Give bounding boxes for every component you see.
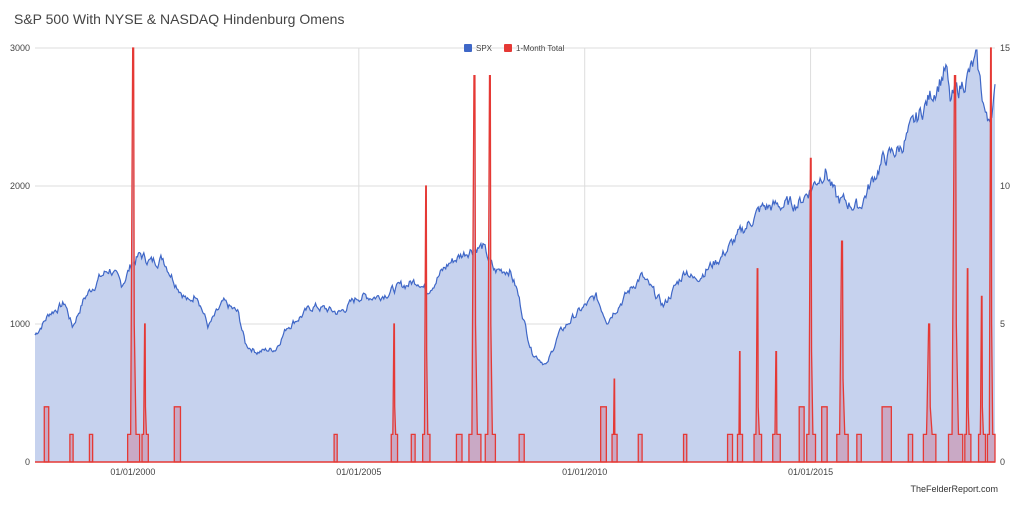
y-right-tick-label: 5 bbox=[1000, 319, 1005, 329]
y-left-tick-label: 2000 bbox=[10, 181, 30, 191]
omen-spike bbox=[964, 268, 972, 463]
omen-spike bbox=[422, 185, 431, 463]
omen-spike bbox=[772, 350, 781, 463]
y-left-tick-label: 3000 bbox=[10, 43, 30, 53]
source-credit: TheFelderReport.com bbox=[910, 484, 998, 494]
axes: 0 1000 2000 3000 0 5 10 15 01/01/2000 01/01/2005 0… bbox=[10, 43, 1010, 477]
legend-label-spx: SPX bbox=[476, 44, 493, 53]
omen-spike bbox=[977, 295, 987, 463]
chart-title: S&P 500 With NYSE & NASDAQ Hindenburg Om… bbox=[14, 11, 345, 27]
omen-spike bbox=[806, 157, 817, 463]
omen-spike bbox=[141, 323, 149, 463]
spx-series bbox=[34, 49, 996, 462]
legend: SPX 1-Month Total bbox=[464, 44, 565, 53]
omen-spike bbox=[468, 74, 482, 463]
omen-spike bbox=[947, 74, 964, 463]
omen-spike bbox=[856, 433, 862, 463]
omen-spike bbox=[986, 47, 996, 463]
omen-spike bbox=[88, 433, 94, 463]
omen-spike bbox=[410, 433, 416, 463]
y-right-tick-label: 10 bbox=[1000, 181, 1010, 191]
omen-spike bbox=[753, 268, 763, 463]
y-left-tick-label: 1000 bbox=[10, 319, 30, 329]
legend-swatch-omen bbox=[504, 44, 512, 52]
omen-spike bbox=[821, 406, 828, 463]
spx-area bbox=[35, 50, 995, 462]
y-left-tick-label: 0 bbox=[25, 457, 30, 467]
x-tick-label: 01/01/2000 bbox=[110, 467, 155, 477]
x-tick-label: 01/01/2010 bbox=[562, 467, 607, 477]
x-tick-label: 01/01/2005 bbox=[336, 467, 381, 477]
omen-spike bbox=[922, 323, 937, 463]
omen-spike bbox=[484, 74, 497, 463]
omen-spike bbox=[333, 433, 338, 463]
omen-spike bbox=[682, 433, 688, 463]
omen-spike bbox=[736, 350, 744, 463]
omen-spike bbox=[798, 406, 805, 463]
legend-swatch-spx bbox=[464, 44, 472, 52]
omen-spike bbox=[69, 433, 74, 463]
omen-spike bbox=[881, 406, 892, 463]
omen-spike bbox=[637, 433, 643, 463]
omen-spike bbox=[43, 406, 50, 463]
omen-spike bbox=[390, 323, 399, 463]
omen-series bbox=[35, 47, 996, 463]
x-tick-label: 01/01/2015 bbox=[788, 467, 833, 477]
y-right-tick-label: 15 bbox=[1000, 43, 1010, 53]
omen-spike bbox=[726, 433, 734, 463]
omen-spike bbox=[836, 240, 849, 463]
omen-spike bbox=[455, 433, 463, 463]
y-right-tick-label: 0 bbox=[1000, 457, 1005, 467]
spx-line bbox=[34, 49, 996, 366]
omen-spike bbox=[611, 378, 618, 463]
omen-spike bbox=[518, 433, 525, 463]
omen-spike bbox=[173, 406, 182, 463]
omen-spike bbox=[126, 47, 141, 463]
omen-spike bbox=[907, 433, 914, 463]
omen-spike bbox=[600, 406, 607, 463]
legend-label-omen: 1-Month Total bbox=[516, 44, 565, 53]
